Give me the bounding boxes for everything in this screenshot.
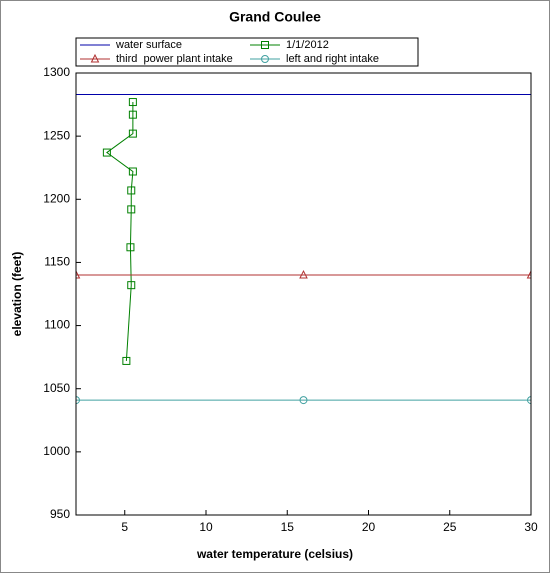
x-tick-label: 25	[443, 520, 457, 534]
y-axis-title: elevation (feet)	[10, 252, 24, 337]
series-line	[106, 102, 134, 361]
x-tick-label: 30	[524, 520, 538, 534]
y-tick-label: 1200	[43, 191, 70, 205]
marker-square	[127, 186, 136, 195]
y-tick-label: 1100	[44, 318, 70, 332]
y-tick-label: 1000	[43, 444, 70, 458]
marker-square	[128, 110, 137, 119]
legend-label: water surface	[115, 39, 182, 51]
legend-label: 1/1/2012	[286, 39, 329, 51]
marker-square	[127, 205, 136, 214]
legend-label: left and right intake	[286, 53, 379, 65]
marker-triangle	[299, 269, 308, 279]
marker-circle	[527, 396, 531, 405]
plot-area	[76, 93, 531, 405]
marker-square	[128, 129, 137, 138]
marker-triangle	[90, 53, 100, 63]
marker-triangle	[76, 269, 81, 279]
marker-square	[126, 243, 135, 252]
x-tick-label: 20	[362, 520, 376, 534]
y-tick-label: 1250	[43, 128, 70, 142]
marker-circle	[299, 396, 308, 405]
x-tick-label: 10	[199, 520, 213, 534]
marker-square	[127, 281, 136, 290]
marker-square	[128, 98, 137, 107]
y-tick-label: 1050	[43, 381, 70, 395]
marker-circle	[76, 396, 80, 405]
marker-square	[102, 148, 111, 157]
chart-title: Grand Coulee	[229, 9, 321, 25]
marker-circle	[261, 55, 269, 63]
marker-square	[128, 167, 137, 176]
plot-frame	[75, 72, 532, 516]
marker-square	[122, 356, 131, 365]
legend-label: third power plant intake	[116, 53, 233, 65]
legend-box	[75, 37, 419, 67]
y-tick-label: 950	[50, 507, 70, 521]
x-tick-label: 15	[281, 520, 295, 534]
y-tick-label: 1300	[43, 65, 70, 79]
x-axis-title: water temperature (celsius)	[196, 547, 353, 561]
y-tick-label: 1150	[44, 255, 70, 269]
x-tick-label: 5	[121, 520, 128, 534]
marker-square	[261, 41, 269, 49]
marker-triangle	[526, 269, 531, 279]
